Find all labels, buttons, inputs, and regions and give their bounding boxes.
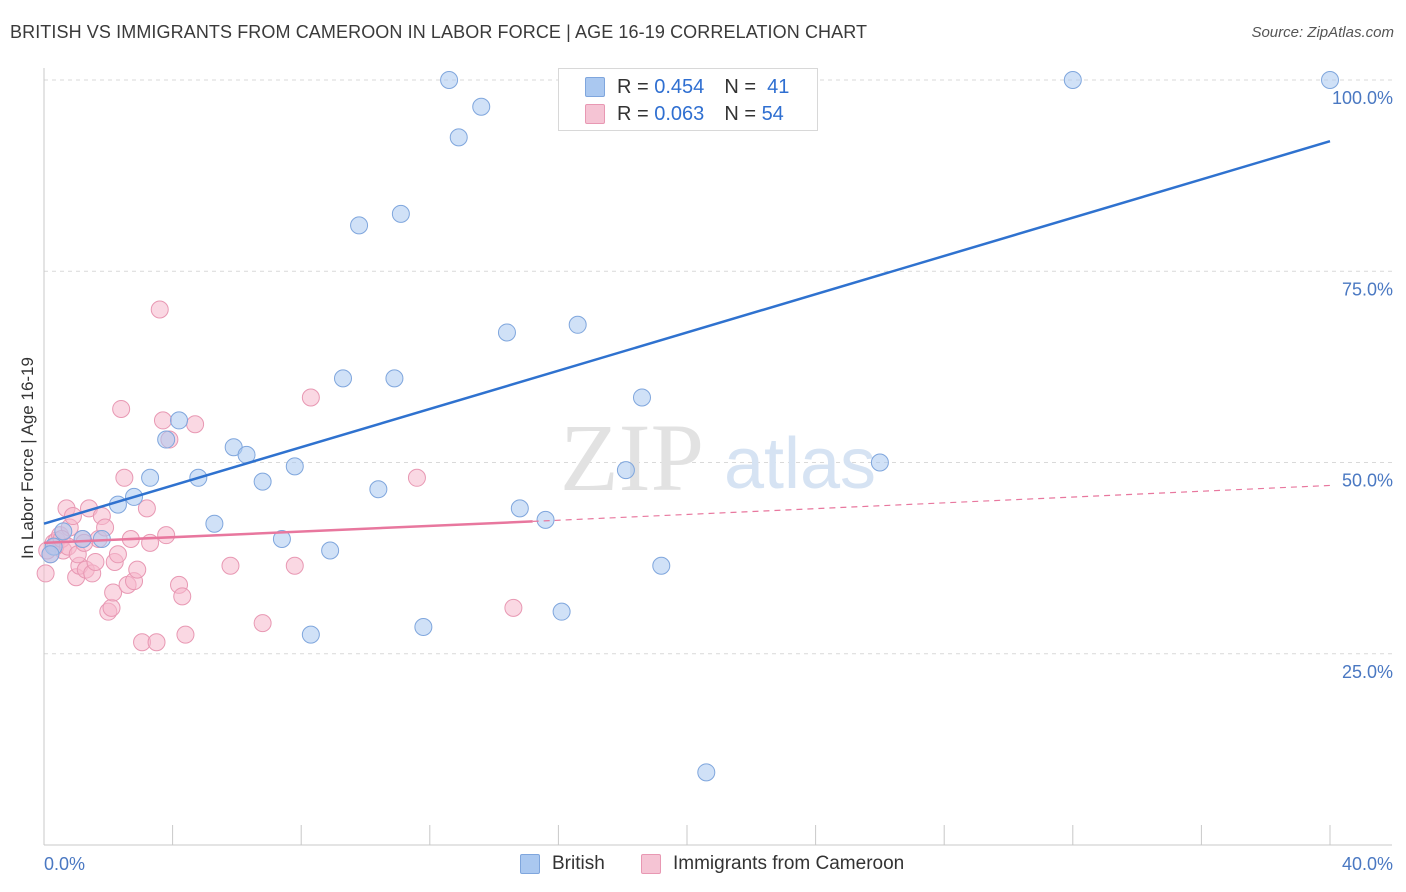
bottom-legend-british-label: British (552, 853, 605, 874)
british-point (616, 461, 635, 480)
british-trend-line (43, 140, 1331, 525)
legend-row-cameroon: R = 0.063 N = 54 (559, 100, 784, 128)
watermark: ZIP atlas (560, 404, 876, 511)
british-point (333, 369, 352, 388)
source-label: Source: ZipAtlas.com (1251, 24, 1394, 41)
british-swatch (520, 854, 540, 874)
bottom-legend-cameroon-label: Immigrants from Cameroon (673, 853, 905, 874)
british-point (449, 128, 468, 147)
y-tick-label: 100.0% (1332, 88, 1393, 108)
cameroon-trend-extension (532, 484, 1331, 523)
cameroon-point (157, 526, 176, 545)
cameroon-point (153, 411, 172, 430)
british-point (157, 430, 176, 449)
legend: R = 0.454 N = 41 R = 0.063 N = 54 (558, 68, 818, 131)
british-point (472, 97, 491, 116)
cameroon-point (36, 564, 55, 583)
cameroon-trend-line (43, 520, 533, 545)
cameroon-point (173, 587, 192, 606)
british-point (321, 541, 340, 560)
cameroon-point (147, 633, 166, 652)
legend-r-value: 0.454 (654, 75, 705, 98)
cameroon-point (128, 560, 147, 579)
british-point (253, 472, 272, 491)
british-point (385, 369, 404, 388)
y-tick-label: 75.0% (1342, 279, 1393, 299)
british-point (632, 388, 651, 407)
cameroon-swatch (585, 104, 605, 124)
british-point (141, 468, 160, 487)
british-point (1063, 71, 1082, 89)
trend-lines (43, 140, 1331, 545)
legend-n-value: 41 (767, 75, 790, 98)
british-point (272, 530, 291, 548)
cameroon-point (104, 583, 123, 602)
british-point (536, 510, 555, 529)
british-point (301, 625, 320, 644)
cameroon-series (36, 300, 523, 652)
cameroon-point (301, 388, 320, 407)
british-point (568, 315, 587, 334)
british-point (205, 514, 224, 533)
british-point (414, 617, 433, 636)
cameroon-point (407, 468, 426, 487)
cameroon-point (108, 545, 127, 564)
x-tick-label-max: 40.0% (1342, 854, 1393, 874)
legend-r-label: R = (617, 75, 649, 98)
cameroon-point (86, 552, 105, 571)
cameroon-point (504, 598, 523, 617)
cameroon-point (137, 499, 156, 518)
bottom-legend-cameroon: Immigrants from Cameroon (641, 852, 904, 876)
british-point (41, 545, 60, 564)
legend-n-label: N = (724, 102, 756, 125)
y-tick-label: 50.0% (1342, 471, 1393, 491)
cameroon-point (253, 614, 272, 633)
x-tick-label-min: 0.0% (44, 854, 85, 874)
cameroon-point (115, 468, 134, 487)
british-point (54, 522, 73, 541)
cameroon-point (102, 598, 121, 617)
legend-n-value: 54 (761, 102, 784, 125)
british-point (870, 453, 889, 472)
legend-r-value: 0.063 (654, 102, 705, 125)
axes (43, 68, 1392, 846)
british-point (440, 71, 459, 89)
cameroon-point (112, 399, 131, 418)
tick-labels: 25.0% 50.0% 75.0% 100.0% 0.0% 40.0% (44, 88, 1393, 874)
legend-row-british: R = 0.454 N = 41 (559, 73, 789, 101)
bottom-legend-british: British (520, 852, 605, 876)
british-point (391, 204, 410, 223)
legend-n-label: N = (724, 75, 756, 98)
british-point (497, 323, 516, 342)
cameroon-point (176, 625, 195, 644)
watermark-zip: ZIP (560, 404, 704, 511)
cameroon-point (150, 300, 169, 319)
british-point (73, 530, 92, 548)
british-point (510, 499, 529, 518)
watermark-atlas: atlas (724, 424, 876, 504)
british-point (170, 411, 189, 430)
british-point (350, 216, 369, 235)
british-point (285, 457, 304, 476)
british-point (697, 763, 716, 782)
british-point (1321, 71, 1339, 89)
grid-lines (44, 79, 1392, 655)
british-point (369, 480, 388, 499)
cameroon-point (186, 415, 205, 434)
british-swatch (585, 77, 605, 97)
british-point (552, 602, 571, 621)
british-point (652, 556, 671, 575)
y-tick-label: 25.0% (1342, 662, 1393, 682)
chart-title: BRITISH VS IMMIGRANTS FROM CAMEROON IN L… (10, 22, 868, 42)
cameroon-point (221, 556, 240, 575)
legend-r-label: R = (617, 102, 649, 125)
cameroon-point (285, 556, 304, 575)
cameroon-swatch (641, 854, 661, 874)
